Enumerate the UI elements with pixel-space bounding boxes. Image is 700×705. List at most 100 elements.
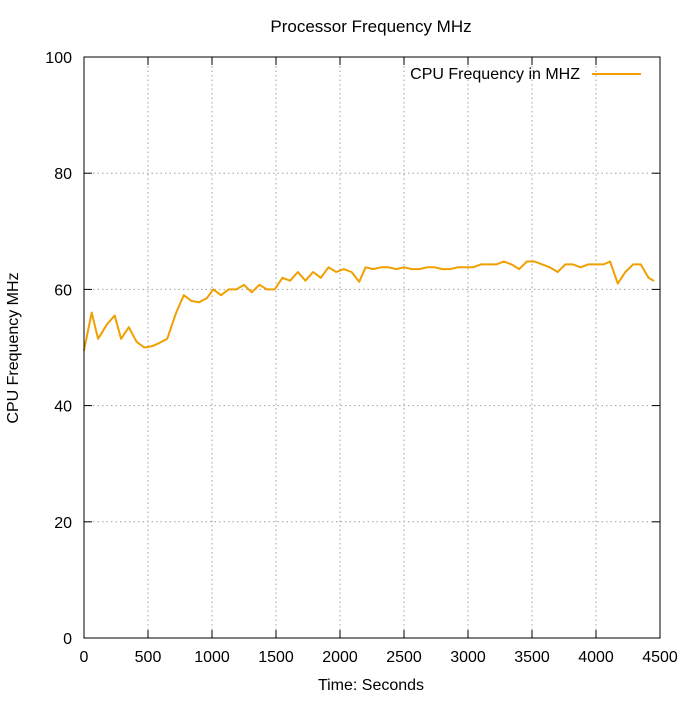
data-point xyxy=(518,268,520,270)
data-point xyxy=(190,300,193,302)
data-point xyxy=(587,263,590,266)
x-tick-label: 2500 xyxy=(386,649,422,666)
x-tick-label: 2000 xyxy=(322,649,358,666)
data-point xyxy=(335,271,338,273)
data-point xyxy=(250,291,253,294)
x-tick-label: 3500 xyxy=(514,649,550,666)
data-point xyxy=(403,266,405,269)
y-tick-label: 20 xyxy=(54,515,72,532)
data-point xyxy=(120,338,122,340)
data-point xyxy=(273,288,276,291)
data-point xyxy=(418,268,421,270)
data-point xyxy=(526,260,528,263)
data-point xyxy=(106,323,108,326)
grid xyxy=(84,57,660,638)
data-point xyxy=(464,266,467,269)
data-point xyxy=(183,294,185,297)
data-point xyxy=(441,268,444,270)
data-point xyxy=(624,271,627,273)
data-point xyxy=(227,288,230,291)
data-point xyxy=(166,338,168,340)
x-tick-label: 4500 xyxy=(642,649,678,666)
x-tick-label: 1500 xyxy=(258,649,294,666)
data-point xyxy=(113,314,116,317)
x-tick-label: 4000 xyxy=(578,649,614,666)
data-point xyxy=(572,263,574,266)
x-tick-label: 1000 xyxy=(194,649,230,666)
data-point xyxy=(135,340,138,343)
data-point xyxy=(541,263,543,266)
x-axis-label: Time: Seconds xyxy=(318,677,424,694)
legend-label: CPU Frequency in MHZ xyxy=(410,66,580,83)
plot-frame xyxy=(83,56,661,639)
y-tick-label: 60 xyxy=(54,282,72,299)
data-point xyxy=(175,311,177,314)
data-point xyxy=(632,263,634,266)
data-point xyxy=(549,266,551,269)
x-tick-label: 3000 xyxy=(450,649,486,666)
data-point xyxy=(652,279,655,282)
data-point xyxy=(220,294,222,297)
data-point xyxy=(617,282,619,285)
data-point xyxy=(510,263,513,266)
data-point xyxy=(609,260,611,263)
data-point xyxy=(304,279,307,282)
y-tick-label: 80 xyxy=(54,166,72,183)
x-tick-label: 500 xyxy=(135,649,162,666)
data-point xyxy=(258,284,261,286)
data-point xyxy=(503,260,505,263)
data-point xyxy=(487,263,490,266)
data-point xyxy=(158,342,161,344)
data-point xyxy=(350,271,353,273)
data-point xyxy=(579,266,582,269)
data-point xyxy=(97,338,99,340)
data-point xyxy=(449,268,451,270)
data-point xyxy=(640,263,642,266)
chart-title: Processor Frequency MHz xyxy=(270,17,471,36)
data-point xyxy=(312,271,314,273)
data-point xyxy=(266,288,268,291)
data-point xyxy=(235,288,238,291)
data-point xyxy=(647,277,650,279)
data-point xyxy=(380,266,382,269)
data-point xyxy=(364,266,367,269)
data-point xyxy=(457,266,459,269)
data-point xyxy=(556,271,559,273)
data-point xyxy=(372,268,375,270)
y-tick-label: 0 xyxy=(63,631,72,648)
data-point xyxy=(564,263,567,266)
y-axis-label: CPU Frequency MHz xyxy=(5,272,22,423)
data-point xyxy=(426,266,428,269)
legend: CPU Frequency in MHZ xyxy=(410,66,641,83)
y-tick-label: 40 xyxy=(54,399,72,416)
data-point xyxy=(358,281,361,283)
series-layer xyxy=(83,260,655,352)
x-tick-label: 0 xyxy=(80,649,89,666)
data-point xyxy=(206,297,208,299)
data-point xyxy=(410,268,413,270)
data-point xyxy=(387,266,390,269)
data-point xyxy=(198,301,200,304)
data-point xyxy=(90,311,93,314)
data-point xyxy=(495,263,498,266)
data-point xyxy=(143,346,145,349)
data-point xyxy=(533,260,536,263)
data-point xyxy=(320,277,322,279)
data-point xyxy=(212,288,215,291)
y-tick-label: 100 xyxy=(45,50,72,67)
data-point xyxy=(327,266,330,269)
data-point xyxy=(281,277,284,279)
data-point xyxy=(480,263,482,266)
data-point xyxy=(595,263,597,266)
data-point xyxy=(289,279,291,282)
series-line xyxy=(83,260,655,351)
data-point xyxy=(343,268,345,270)
data-point xyxy=(472,266,474,269)
data-point xyxy=(433,266,436,269)
data-point xyxy=(602,263,605,266)
data-point xyxy=(243,284,245,286)
